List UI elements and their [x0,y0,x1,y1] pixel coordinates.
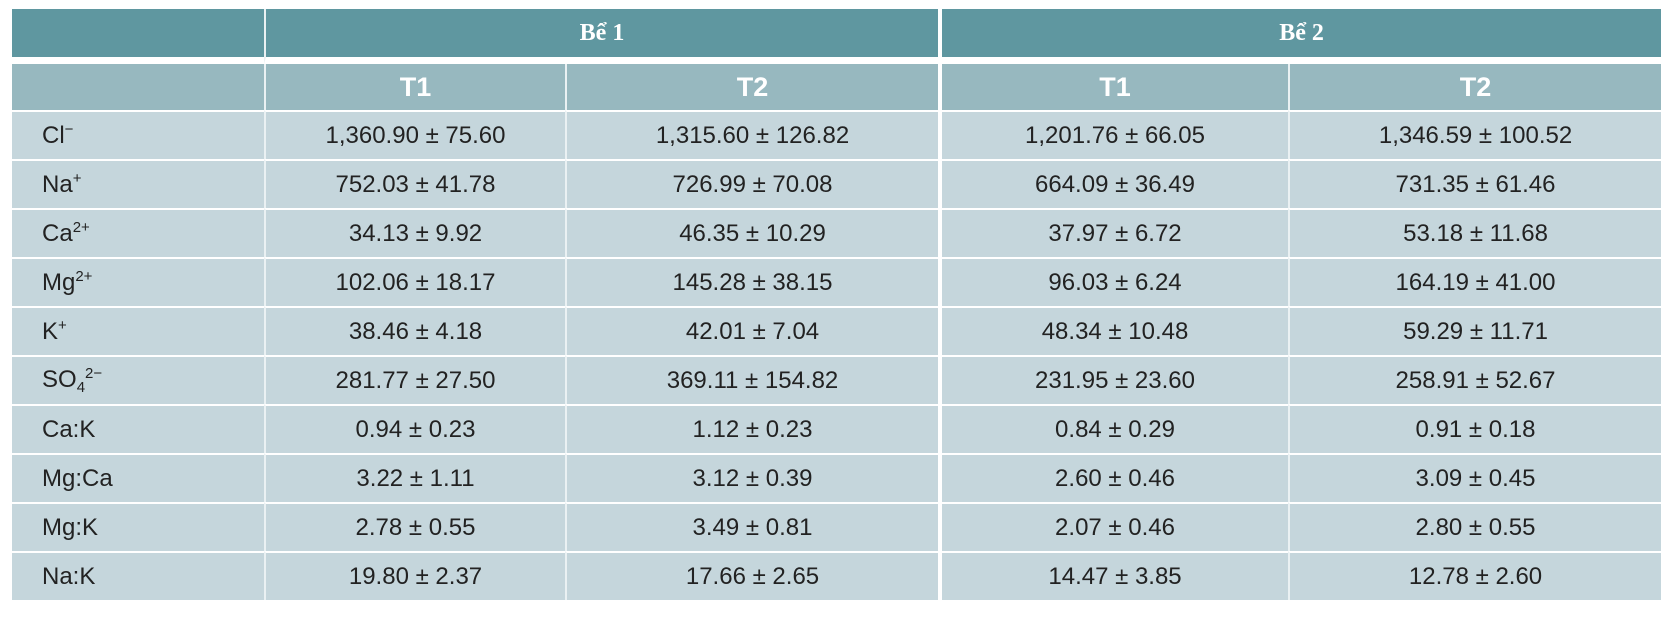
label-base: K [42,318,59,345]
value-cell: 1,201.76 ± 66.05 [938,110,1289,159]
group-header-row: Bể 1 Bể 2 [12,9,1662,64]
label-base: Mg:Ca [42,464,113,492]
label-base: Ca [42,220,73,247]
subcolumn-header: T2 [565,64,939,110]
group-header-be-2: Bể 2 [938,9,1662,64]
value-cell: 0.84 ± 0.29 [938,404,1289,453]
label-base: Mg [42,269,76,296]
table-row: K+ 38.46 ± 4.18 42.01 ± 7.04 48.34 ± 10.48 5… [12,306,1662,355]
value-cell: 3.22 ± 1.11 [264,453,565,502]
value-cell: 726.99 ± 70.08 [565,159,939,208]
label-superscript: + [72,170,82,187]
value-cell: 0.91 ± 0.18 [1288,404,1662,453]
row-label: Na+ [12,159,264,208]
label-superscript: + [58,317,67,334]
value-cell: 38.46 ± 4.18 [264,306,565,355]
table-row: Cl− 1,360.90 ± 75.60 1,315.60 ± 126.82 1,20… [12,110,1662,159]
value-cell: 1.12 ± 0.23 [565,404,939,453]
label-base: Na:K [42,562,96,590]
value-cell: 3.49 ± 0.81 [565,502,939,551]
data-table: Bể 1 Bể 2 T1 T2 T1 T2 Cl− 1,360.90 ± 75.6… [12,9,1662,600]
row-label: Mg:Ca [12,453,264,502]
row-label: SO42− [12,355,264,404]
table-row: Na+ 752.03 ± 41.78 726.99 ± 70.08 664.09 ± … [12,159,1662,208]
corner-cell [12,64,264,110]
subcolumn-header: T1 [938,64,1289,110]
value-cell: 59.29 ± 11.71 [1288,306,1662,355]
label-base: Ca:K [42,415,96,443]
row-label: Ca:K [12,404,264,453]
row-label: K+ [12,306,264,355]
value-cell: 164.19 ± 41.00 [1288,257,1662,306]
subcolumn-header: T2 [1288,64,1662,110]
value-cell: 1,315.60 ± 126.82 [565,110,939,159]
row-label: Mg2+ [12,257,264,306]
row-label: Mg:K [12,502,264,551]
value-cell: 19.80 ± 2.37 [264,551,565,600]
value-cell: 2.07 ± 0.46 [938,502,1289,551]
table-row: Na:K 19.80 ± 2.37 17.66 ± 2.65 14.47 ± 3.85… [12,551,1662,600]
value-cell: 281.77 ± 27.50 [264,355,565,404]
value-cell: 46.35 ± 10.29 [565,208,939,257]
value-cell: 17.66 ± 2.65 [565,551,939,600]
label-superscript: 2− [85,365,103,382]
label-base: SO [42,366,77,393]
label-base: Mg:K [42,513,99,541]
value-cell: 2.78 ± 0.55 [264,502,565,551]
label-base: Cl [42,122,65,149]
value-cell: 752.03 ± 41.78 [264,159,565,208]
row-label: Cl− [12,110,264,159]
value-cell: 258.91 ± 52.67 [1288,355,1662,404]
row-label: Ca2+ [12,208,264,257]
value-cell: 48.34 ± 10.48 [938,306,1289,355]
value-cell: 731.35 ± 61.46 [1288,159,1662,208]
value-cell: 2.60 ± 0.46 [938,453,1289,502]
table-row: Mg2+ 102.06 ± 18.17 145.28 ± 38.15 96.03 ± … [12,257,1662,306]
value-cell: 3.12 ± 0.39 [565,453,939,502]
label-subscript: 4 [76,379,86,396]
value-cell: 42.01 ± 7.04 [565,306,939,355]
value-cell: 53.18 ± 11.68 [1288,208,1662,257]
table-row: Ca2+ 34.13 ± 9.92 46.35 ± 10.29 37.97 ± 6.7… [12,208,1662,257]
value-cell: 14.47 ± 3.85 [938,551,1289,600]
value-cell: 0.94 ± 0.23 [264,404,565,453]
subcolumn-header-row: T1 T2 T1 T2 [12,64,1662,110]
row-label: Na:K [12,551,264,600]
value-cell: 1,346.59 ± 100.52 [1288,110,1662,159]
group-header-be-1: Bể 1 [264,9,939,64]
corner-cell [12,9,264,64]
value-cell: 231.95 ± 23.60 [938,355,1289,404]
table-row: Ca:K 0.94 ± 0.23 1.12 ± 0.23 0.84 ± 0.29 0.9… [12,404,1662,453]
value-cell: 3.09 ± 0.45 [1288,453,1662,502]
value-cell: 145.28 ± 38.15 [565,257,939,306]
label-superscript: − [64,121,74,138]
value-cell: 664.09 ± 36.49 [938,159,1289,208]
value-cell: 12.78 ± 2.60 [1288,551,1662,600]
label-superscript: 2+ [75,268,93,285]
value-cell: 96.03 ± 6.24 [938,257,1289,306]
table-row: Mg:K 2.78 ± 0.55 3.49 ± 0.81 2.07 ± 0.46 2.8… [12,502,1662,551]
value-cell: 2.80 ± 0.55 [1288,502,1662,551]
table-row: SO42− 281.77 ± 27.50 369.11 ± 154.82 231.95… [12,355,1662,404]
value-cell: 369.11 ± 154.82 [565,355,939,404]
label-superscript: 2+ [72,219,90,236]
value-cell: 34.13 ± 9.92 [264,208,565,257]
value-cell: 102.06 ± 18.17 [264,257,565,306]
table-row: Mg:Ca 3.22 ± 1.11 3.12 ± 0.39 2.60 ± 0.46 3.… [12,453,1662,502]
label-base: Na [42,171,73,198]
value-cell: 37.97 ± 6.72 [938,208,1289,257]
subcolumn-header: T1 [264,64,565,110]
value-cell: 1,360.90 ± 75.60 [264,110,565,159]
